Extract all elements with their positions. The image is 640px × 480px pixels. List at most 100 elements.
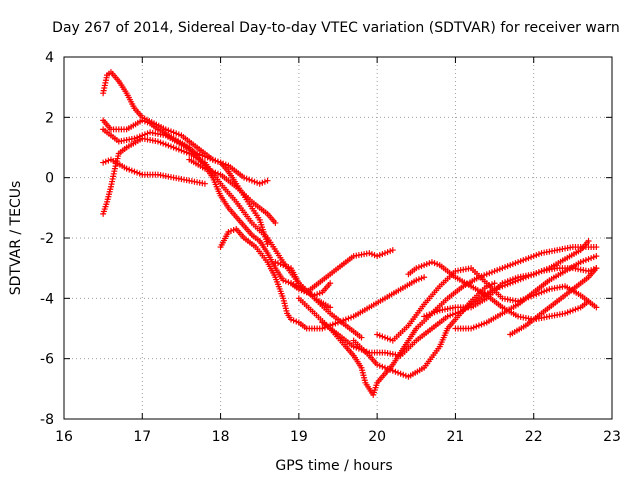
data-point-marker	[541, 267, 548, 274]
data-point-marker	[285, 279, 292, 286]
y-tick-label: -6	[40, 352, 54, 368]
data-point-marker	[452, 310, 459, 317]
data-point-marker	[543, 266, 550, 273]
series-layer	[100, 69, 600, 398]
data-point-marker	[434, 308, 441, 315]
data-point-marker	[368, 251, 375, 258]
data-point-marker	[428, 310, 435, 317]
data-point-marker	[507, 277, 514, 284]
data-point-marker	[415, 276, 422, 283]
data-point-marker	[201, 153, 208, 160]
data-point-marker	[329, 321, 336, 328]
data-point-marker	[178, 147, 185, 154]
data-point-marker	[222, 161, 229, 168]
data-point-marker	[421, 274, 428, 281]
data-point-marker	[194, 150, 201, 157]
data-point-marker	[525, 255, 532, 262]
data-point-marker	[507, 262, 514, 269]
data-point-marker	[593, 244, 600, 251]
data-point-marker	[162, 141, 169, 148]
data-point-marker	[381, 334, 388, 341]
data-point-marker	[530, 271, 537, 278]
data-point-marker	[499, 265, 506, 272]
data-point-marker	[580, 258, 587, 265]
data-point-marker	[350, 343, 357, 350]
data-point-marker	[389, 367, 396, 374]
x-tick-label: 19	[290, 429, 308, 445]
data-point-marker	[543, 287, 550, 294]
data-point-marker	[274, 260, 281, 267]
data-point-marker	[170, 144, 177, 151]
y-tick-label: -4	[40, 291, 54, 307]
data-point-marker	[582, 257, 589, 264]
x-tick-label: 18	[212, 429, 230, 445]
data-point-marker	[183, 149, 190, 156]
data-point-marker	[332, 320, 339, 327]
data-point-marker	[293, 318, 300, 325]
data-point-marker	[167, 128, 174, 135]
data-point-marker	[251, 178, 258, 185]
x-tick-label: 23	[603, 429, 621, 445]
data-point-marker	[520, 257, 527, 264]
data-point-marker	[295, 286, 302, 293]
data-point-marker	[272, 219, 279, 226]
data-point-marker	[455, 309, 462, 316]
x-tick-label: 16	[55, 429, 73, 445]
data-point-marker	[212, 169, 219, 176]
data-point-marker	[381, 250, 388, 257]
data-point-marker	[413, 265, 420, 272]
data-point-marker	[502, 264, 509, 271]
data-point-marker	[567, 308, 574, 315]
data-point-marker	[491, 268, 498, 275]
data-point-marker	[468, 325, 475, 332]
data-point-marker	[154, 138, 161, 145]
data-point-marker	[423, 312, 430, 319]
data-point-marker	[486, 270, 493, 277]
data-point-marker	[499, 280, 506, 287]
data-point-marker	[100, 159, 107, 166]
data-point-marker	[254, 179, 261, 186]
chart-title: Day 267 of 2014, Sidereal Day-to-day VTE…	[52, 20, 620, 36]
data-point-marker	[162, 126, 169, 133]
data-point-marker	[201, 165, 208, 172]
data-point-marker	[376, 252, 383, 259]
data-point-marker	[282, 263, 289, 270]
series-trace-14	[421, 238, 592, 320]
data-point-marker	[387, 366, 394, 373]
data-point-marker	[204, 154, 211, 161]
data-point-marker	[342, 316, 349, 323]
data-point-marker	[374, 361, 381, 368]
data-point-marker	[376, 332, 383, 339]
data-point-marker	[298, 287, 305, 294]
data-point-marker	[426, 260, 433, 267]
data-point-marker	[173, 130, 180, 137]
data-point-marker	[141, 118, 148, 125]
data-point-marker	[134, 169, 141, 176]
data-point-marker	[212, 157, 219, 164]
data-point-marker	[418, 263, 425, 270]
data-point-marker	[564, 309, 571, 316]
data-point-marker	[316, 290, 323, 297]
data-point-marker	[327, 280, 334, 287]
x-tick-label: 20	[368, 429, 386, 445]
data-point-marker	[256, 180, 263, 187]
y-tick-label: -8	[40, 412, 54, 428]
series-trace-8	[288, 247, 396, 296]
data-point-marker	[214, 158, 221, 165]
data-point-marker	[473, 323, 480, 330]
series-trace-12	[374, 265, 600, 344]
data-point-marker	[478, 321, 485, 328]
data-point-marker	[593, 304, 600, 311]
y-tick-label: -2	[40, 231, 54, 247]
data-point-marker	[123, 165, 130, 172]
data-point-marker	[387, 248, 394, 255]
data-point-marker	[207, 155, 214, 162]
data-point-marker	[136, 170, 143, 177]
data-point-marker	[488, 269, 495, 276]
data-point-marker	[504, 263, 511, 270]
data-point-marker	[220, 160, 227, 167]
data-point-marker	[248, 177, 255, 184]
data-point-marker	[533, 252, 540, 259]
data-point-marker	[181, 148, 188, 155]
